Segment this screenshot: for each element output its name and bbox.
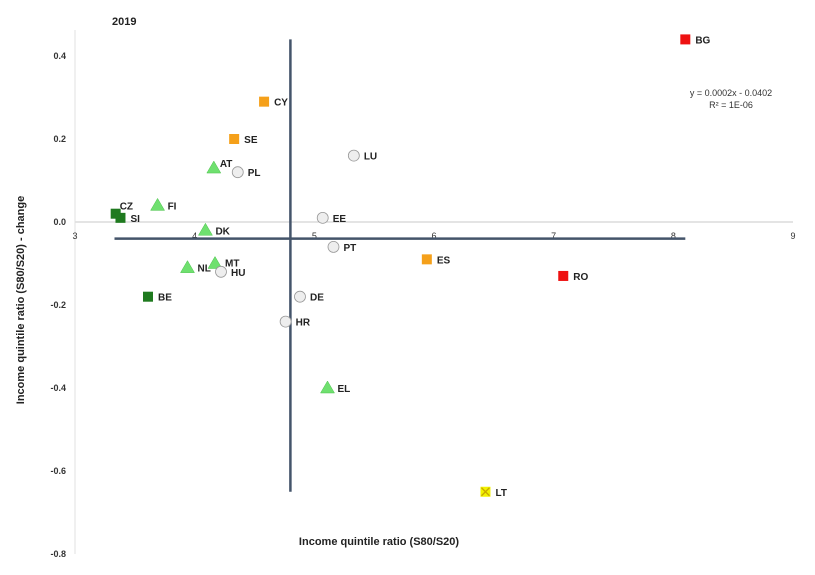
point-marker-lu <box>347 149 360 162</box>
point-marker-se <box>229 134 240 144</box>
point-label: ES <box>437 255 451 266</box>
point-label: SE <box>244 135 258 146</box>
point-label: PL <box>248 168 261 179</box>
y-axis-label: Income quintile ratio (S80/S20) - change <box>15 196 27 404</box>
point-marker-hu <box>215 265 227 278</box>
point-marker-dk <box>198 222 213 236</box>
x-tick-label: 7 <box>551 231 556 241</box>
point-label: NL <box>197 264 210 275</box>
x-tick-label: 5 <box>312 231 317 241</box>
point-label: DK <box>215 226 230 237</box>
y-tick-label: -0.4 <box>50 383 66 393</box>
point-marker-lt <box>480 486 491 497</box>
point-marker-bg <box>680 34 691 45</box>
point-label: HR <box>296 318 311 329</box>
point-label: DE <box>310 293 324 304</box>
point-label: SI <box>130 214 140 225</box>
point-marker-el <box>320 380 335 394</box>
point-marker-x <box>481 487 490 497</box>
point-marker-nl <box>180 260 195 273</box>
point-marker-fi <box>150 197 166 211</box>
point-label: BG <box>695 35 710 46</box>
x-tick-label: 4 <box>192 231 197 241</box>
point-label: AT <box>220 159 233 170</box>
trendline-r2: R² = 1E-06 <box>709 100 753 110</box>
y-tick-label: -0.2 <box>50 300 66 310</box>
point-marker-at <box>206 160 222 174</box>
point-label: HU <box>231 268 245 279</box>
chart-title: 2019 <box>112 16 136 28</box>
point-marker-pt <box>327 240 340 253</box>
y-tick-label: -0.6 <box>50 466 66 476</box>
point-label: LU <box>364 152 377 163</box>
point-marker-pl <box>231 166 244 179</box>
point-marker-es <box>421 254 432 265</box>
point-marker-hr <box>279 315 292 328</box>
x-tick-label: 3 <box>72 231 77 241</box>
point-marker-cy <box>259 96 270 107</box>
y-tick-label: 0.0 <box>53 217 66 227</box>
point-label: MT <box>225 259 239 270</box>
x-tick-label: 6 <box>432 231 437 241</box>
point-label: BE <box>158 293 172 304</box>
x-tick-label: 9 <box>791 231 796 241</box>
point-label: RO <box>573 272 588 283</box>
x-axis-label: Income quintile ratio (S80/S20) <box>299 536 459 548</box>
y-tick-label: -0.8 <box>50 549 66 559</box>
point-marker-be <box>142 291 153 302</box>
point-label: PT <box>343 243 356 254</box>
point-label: LT <box>495 488 506 499</box>
point-label: FI <box>168 201 177 212</box>
point-label: EL <box>338 384 351 395</box>
point-label: EE <box>333 214 347 225</box>
point-label: CZ <box>120 202 133 213</box>
point-marker-ee <box>316 211 329 224</box>
trendline-equation: y = 0.0002x - 0.0402 <box>690 88 772 98</box>
point-marker-ro <box>558 270 569 281</box>
x-tick-label: 8 <box>671 231 676 241</box>
y-tick-label: 0.2 <box>53 134 66 144</box>
point-label: CY <box>274 98 288 109</box>
y-tick-label: 0.4 <box>53 51 66 61</box>
point-marker-si <box>115 212 126 223</box>
point-marker-mt <box>207 256 223 269</box>
point-marker-de <box>294 290 306 303</box>
